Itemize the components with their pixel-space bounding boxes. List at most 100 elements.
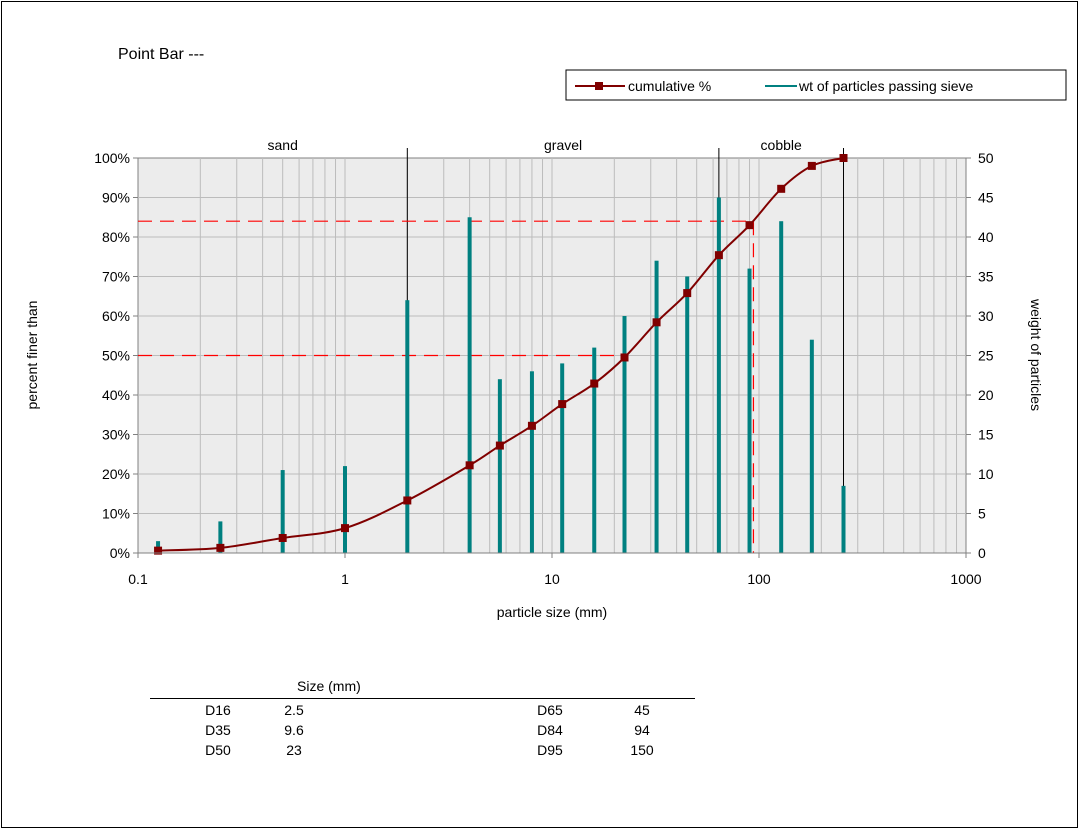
y-tick-label: 40% [102, 387, 130, 403]
y-axis-left: 0% 10% 20% 30% 40% 50% 60% 70% 80% 90% 100% [94, 150, 138, 561]
weight-bar [809, 339, 814, 553]
y-tick-label: 90% [102, 190, 130, 206]
x-axis: 0.1 1 10 100 1000 [128, 552, 982, 587]
weight-series [156, 197, 846, 553]
y2-tick-label: 5 [978, 506, 986, 522]
legend-box [565, 69, 1067, 101]
zone-label-cobble: cobble [761, 137, 802, 153]
y2-tick-label: 35 [978, 269, 994, 285]
y-tick-label: 80% [102, 229, 130, 245]
weight-bar [654, 260, 659, 553]
y2-tick-label: 20 [978, 387, 994, 403]
x-tick-label: 1 [341, 571, 349, 587]
table-cell: D35 [205, 722, 231, 738]
cumulative-point [745, 221, 754, 230]
y-axis-label: percent finer than [24, 301, 40, 410]
y2-tick-label: 10 [978, 466, 994, 482]
y-tick-label: 30% [102, 427, 130, 443]
table-cell: 45 [634, 702, 650, 718]
y-tick-label: 50% [102, 348, 130, 364]
cumulative-point [652, 318, 661, 327]
cumulative-point [341, 524, 349, 533]
weight-bar [218, 521, 223, 553]
legend-weight-label: wt of particles passing sieve [798, 78, 974, 94]
x-tick-label: 10 [544, 571, 560, 587]
y-axis-right: 0 5 10 15 20 25 30 35 40 45 50 [966, 150, 994, 561]
table-header: Size (mm) [150, 676, 695, 699]
table-header-label: Size (mm) [297, 678, 361, 694]
cumulative-point [620, 353, 629, 362]
zone-label-gravel: gravel [544, 137, 582, 153]
y-tick-label: 60% [102, 308, 130, 324]
table-cell: 150 [630, 742, 654, 758]
weight-bar [747, 268, 752, 553]
weight-bar [560, 363, 565, 553]
cumulative-point [839, 154, 848, 162]
table-cell: 9.6 [284, 722, 304, 738]
weight-bar [529, 371, 534, 553]
y2-tick-label: 40 [978, 229, 994, 245]
weight-bar [685, 276, 690, 553]
table-cell: D50 [205, 742, 231, 758]
cumulative-point [558, 400, 567, 409]
legend-cumulative-label: cumulative % [628, 78, 711, 94]
y2-tick-label: 25 [978, 348, 994, 364]
table-cell: D95 [537, 742, 563, 758]
cumulative-point [465, 461, 474, 470]
y2-tick-label: 0 [978, 545, 986, 561]
legend: cumulative % wt of particles passing sie… [565, 69, 1067, 101]
x-tick-label: 100 [747, 571, 771, 587]
y2-tick-label: 30 [978, 308, 994, 324]
y-tick-label: 0% [110, 545, 130, 561]
cumulative-point [590, 379, 599, 388]
cumulative-point [403, 496, 412, 505]
zone-label-sand: sand [268, 137, 298, 153]
table-cell: D65 [537, 702, 563, 718]
cumulative-point [714, 251, 723, 260]
cumulative-point [154, 546, 163, 555]
y-tick-label: 10% [102, 506, 130, 522]
x-tick-label: 1000 [950, 571, 981, 587]
y-tick-label: 100% [94, 150, 130, 166]
cumulative-point [495, 441, 504, 450]
weight-bar [592, 347, 597, 553]
table-row: D16 2.5 D65 45 [150, 702, 695, 722]
y-tick-label: 20% [102, 466, 130, 482]
table-cell: D84 [537, 722, 563, 738]
x-tick-label: 0.1 [128, 571, 148, 587]
cumulative-point [278, 533, 287, 542]
table-cell: 23 [286, 742, 302, 758]
legend-cumulative-marker [595, 82, 603, 90]
cumulative-series [154, 154, 848, 555]
table-cell: D16 [205, 702, 231, 718]
table-cell: 2.5 [284, 702, 304, 718]
weight-bar [779, 221, 784, 553]
weight-bar [405, 300, 410, 553]
y2-tick-label: 15 [978, 427, 994, 443]
table-cell: 94 [634, 722, 650, 738]
y-tick-label: 70% [102, 269, 130, 285]
weight-bar [841, 485, 846, 553]
table-row: D50 23 D95 150 [150, 742, 695, 762]
grain-size-chart: cumulative % wt of particles passing sie… [24, 69, 1067, 620]
weight-bar [716, 197, 721, 553]
cumulative-point [216, 543, 225, 552]
cumulative-point [807, 161, 816, 170]
weight-bar [622, 316, 627, 553]
chart-title: Point Bar --- [118, 46, 205, 63]
reference-lines [138, 220, 755, 553]
cumulative-point [683, 289, 692, 298]
cumulative-point [527, 421, 536, 430]
table-row: D35 9.6 D84 94 [150, 722, 695, 742]
weight-bar [343, 466, 347, 553]
weight-bar [280, 470, 285, 553]
weight-bar [497, 379, 502, 553]
x-axis-label: particle size (mm) [497, 604, 607, 620]
y2-tick-label: 45 [978, 190, 994, 206]
y2-tick-label: 50 [978, 150, 994, 166]
y2-axis-label: weight of particles [1028, 298, 1044, 411]
weight-bar [467, 217, 472, 553]
cumulative-point [777, 184, 786, 193]
